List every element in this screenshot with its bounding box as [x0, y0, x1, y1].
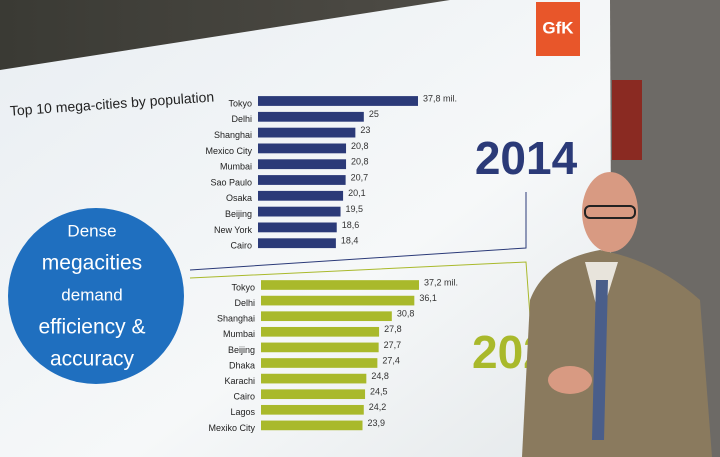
bar: [258, 190, 344, 201]
bar: [258, 238, 336, 249]
bubble-line: accuracy: [50, 348, 135, 371]
bar: [261, 295, 415, 306]
speaker-head: [582, 172, 638, 252]
value-label: 27,8: [384, 324, 402, 334]
category-label: New York: [214, 225, 253, 235]
category-label: Shanghai: [217, 314, 255, 324]
bubble-text: Dense megacities demand efficiency & accurac…: [39, 221, 146, 370]
category-label: Lagos: [230, 407, 255, 417]
bar: [261, 280, 419, 290]
category-label: Osaka: [226, 193, 252, 203]
value-label: 27,7: [384, 340, 402, 350]
bubble-line: demand: [61, 285, 122, 304]
value-label: 20,7: [351, 172, 369, 182]
logo-box: [536, 2, 580, 56]
category-label: Mexiko City: [208, 423, 255, 433]
value-label: 27,4: [382, 355, 400, 365]
value-label: 24,5: [370, 387, 388, 397]
value-label: 37,8 mil.: [423, 93, 457, 103]
bar: [258, 127, 356, 138]
category-label: Sao Paulo: [210, 177, 252, 187]
bar: [261, 420, 363, 431]
category-label: Cairo: [230, 241, 252, 251]
bar: [261, 389, 366, 400]
value-label: 36,1: [419, 293, 437, 303]
value-label: 19,5: [346, 204, 364, 214]
category-label: Shanghai: [214, 130, 252, 140]
bar: [258, 96, 418, 106]
category-label: Beijing: [228, 345, 255, 355]
bar: [261, 342, 379, 353]
value-label: 18,4: [341, 236, 359, 246]
logo: GfK: [542, 18, 574, 37]
bar: [261, 326, 380, 337]
bar: [261, 358, 378, 368]
connector: [189, 261, 531, 317]
speaker-glasses: [584, 205, 636, 219]
value-label: 18,6: [342, 220, 360, 230]
category-label: Cairo: [233, 392, 255, 402]
bar: [261, 404, 364, 415]
value-label: 20,1: [348, 188, 366, 198]
bar: [258, 143, 347, 154]
year-label: 2014: [475, 132, 578, 184]
bar: [258, 111, 364, 122]
value-label: 37,2 mil.: [424, 277, 458, 287]
value-label: 25: [369, 109, 379, 119]
bubble-line: Dense: [67, 221, 116, 240]
category-label: Mumbai: [223, 329, 255, 339]
bar: [261, 373, 367, 384]
category-label: Dhaka: [229, 360, 255, 370]
bar: [258, 159, 347, 170]
connector: [189, 192, 527, 271]
category-label: Tokyo: [228, 98, 252, 108]
value-label: 24,8: [371, 371, 389, 381]
value-label: 20,8: [351, 157, 369, 167]
speaker-tie: [592, 280, 608, 440]
category-label: Karachi: [224, 376, 255, 386]
value-label: 30,8: [397, 309, 415, 319]
category-label: Mumbai: [220, 162, 252, 172]
bubble-line: efficiency &: [39, 316, 146, 339]
category-label: Tokyo: [231, 282, 255, 292]
value-label: 20,8: [351, 141, 369, 151]
bar: [258, 175, 346, 185]
category-label: Delhi: [234, 298, 255, 308]
bubble-line: megacities: [42, 252, 142, 275]
speaker-hand: [548, 366, 592, 394]
bar: [258, 222, 337, 233]
speaker-jacket: [522, 250, 712, 457]
charts: Top 10 mega-cities by population Tokyo 37,…: [9, 88, 458, 432]
value-label: 24,2: [369, 402, 387, 412]
value-label: 23: [360, 125, 370, 135]
value-label: 23,9: [368, 418, 386, 428]
category-label: Mexico City: [205, 146, 252, 156]
bar: [258, 206, 341, 217]
category-label: Beijing: [225, 209, 252, 219]
bubble: [8, 208, 184, 384]
speaker: [522, 172, 712, 457]
bar: [261, 311, 392, 322]
category-label: Delhi: [231, 114, 252, 124]
street-detail: [612, 80, 642, 160]
